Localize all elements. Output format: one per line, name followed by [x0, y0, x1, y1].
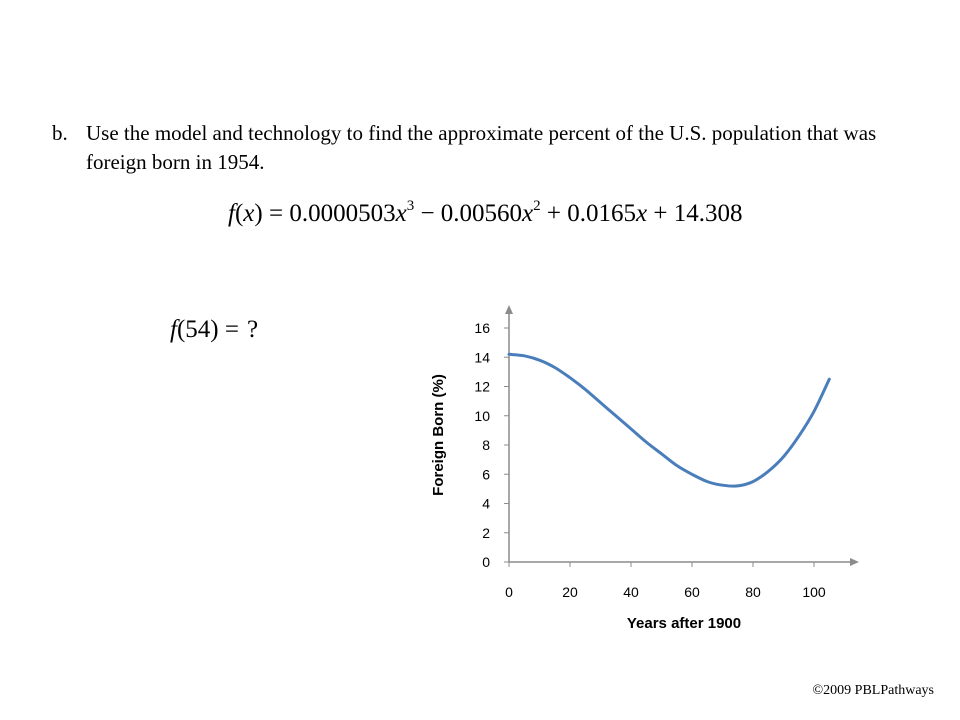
formula-equals: =	[268, 200, 284, 227]
x-axis-ticks: 0 20 40 60 80 100	[505, 562, 826, 600]
formula-op-2: +	[546, 200, 562, 227]
evaluation-function-name: f	[170, 316, 177, 343]
chart-series	[507, 352, 831, 488]
copyright-notice: ©2009 PBLPathways	[813, 683, 934, 699]
x-tick-label: 20	[562, 584, 578, 600]
x-axis-label: Years after 1900	[627, 615, 741, 632]
evaluation-answer: ?	[246, 316, 259, 343]
y-tick-label: 10	[474, 408, 490, 424]
series-line	[507, 352, 831, 488]
y-tick-label: 16	[474, 320, 490, 336]
x-tick-label: 100	[802, 584, 826, 600]
formula-function-name: f	[228, 200, 235, 227]
chart-axes	[505, 305, 859, 566]
formula-op-3: +	[653, 200, 668, 227]
copyright-symbol: ©	[812, 683, 824, 698]
x-axis-arrow	[850, 558, 859, 566]
x-tick-label: 40	[623, 584, 639, 600]
y-tick-label: 4	[482, 496, 490, 512]
y-tick-label: 8	[482, 437, 490, 453]
formula-exp-quadratic: 2	[533, 198, 541, 214]
formula-coef-linear: 0.0165	[567, 200, 637, 227]
formula-constant: 14.308	[673, 200, 743, 227]
y-tick-label: 0	[482, 554, 490, 570]
y-axis-arrow	[505, 305, 513, 314]
x-tick-label: 60	[684, 584, 700, 600]
formula-coef-quadratic: 0.00560	[440, 200, 523, 227]
y-axis-label: Foreign Born (%)	[430, 374, 447, 496]
question-letter: b.	[52, 121, 68, 145]
y-tick-label: 14	[474, 349, 490, 365]
formula-exp-cubic: 3	[406, 198, 415, 214]
model-formula: f(x) = 0.0000503x3 − 0.00560x2 + 0.0165x…	[228, 198, 743, 228]
evaluation-argument: 54	[185, 316, 211, 343]
formula-op-1: −	[420, 200, 435, 227]
x-tick-label: 80	[745, 584, 761, 600]
evaluation-expression: f(54) =?	[170, 316, 259, 343]
y-tick-label: 2	[482, 525, 490, 541]
formula-coef-cubic: 0.0000503	[289, 200, 396, 227]
question-text: Use the model and technology to find the…	[86, 121, 877, 174]
y-tick-label: 6	[482, 466, 490, 482]
copyright-text: 2009 PBLPathways	[823, 683, 934, 698]
evaluation-equals: =	[224, 316, 239, 343]
formula-variable: x	[243, 200, 255, 227]
x-tick-label: 0	[505, 584, 513, 600]
y-tick-label: 12	[474, 379, 490, 395]
y-axis-ticks: 0 2 4 6 8 10 12 14 16	[474, 320, 509, 570]
